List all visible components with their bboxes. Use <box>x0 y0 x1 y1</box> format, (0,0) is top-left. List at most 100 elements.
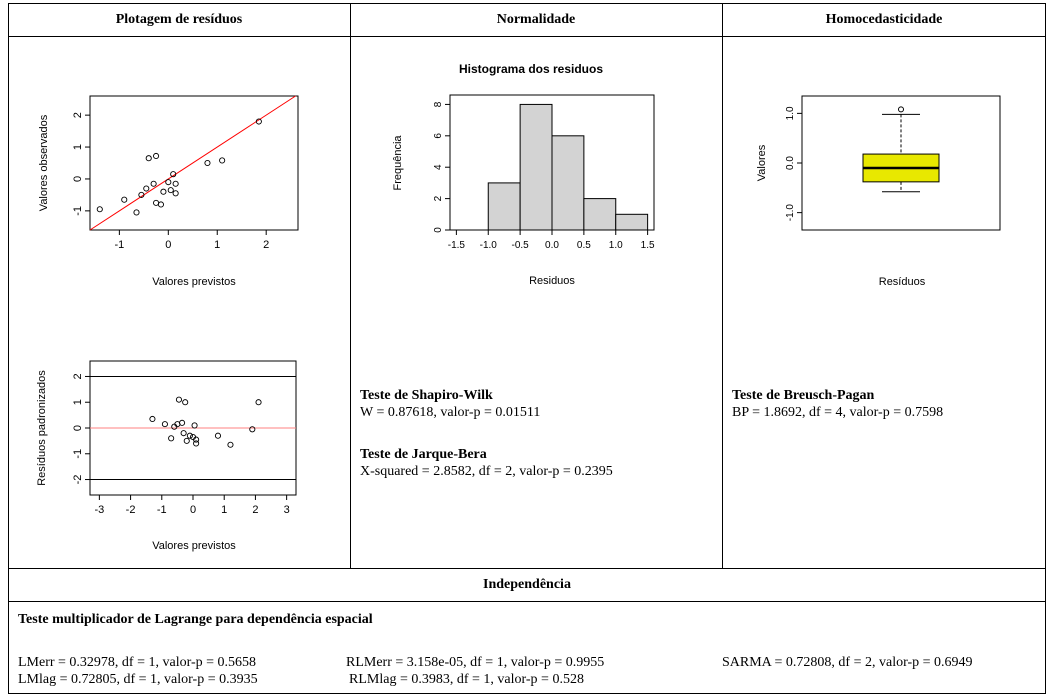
data-point <box>153 152 160 160</box>
x-tick-label: 0 <box>190 504 196 516</box>
residuals-boxplot: Resíduos Valores -1.0 0.0 1.0 <box>748 80 1028 292</box>
standardized-residuals-svg: Valores previstos Resíduos padronizados … <box>36 360 297 552</box>
x-tick-label: 1 <box>221 504 227 516</box>
x-tick-label: -2 <box>126 504 136 516</box>
data-point <box>227 441 234 448</box>
data-point <box>168 435 175 442</box>
rlmlag-result: RLMlag = 0.3983, df = 1, valor-p = 0.528 <box>349 672 584 687</box>
lmerr-result: LMerr = 0.32978, df = 1, valor-p = 0.565… <box>18 655 257 670</box>
data-point <box>204 159 211 167</box>
y-tick-label: 1.0 <box>785 106 796 120</box>
x-tick-label: -0.5 <box>512 240 530 251</box>
data-point <box>214 432 222 439</box>
x-axis-label: Residuos <box>529 275 575 287</box>
x-tick-label: 0 <box>165 239 171 251</box>
data-point <box>133 209 140 216</box>
histogram-bar <box>551 135 585 231</box>
y-tick-label: 1 <box>72 144 84 150</box>
column-divider-1 <box>350 3 351 569</box>
data-point <box>193 436 200 443</box>
observed-vs-predicted-svg: Valores previstos Valores observados -1 0… <box>38 95 299 288</box>
y-tick-label: 0 <box>72 176 84 182</box>
data-point <box>150 180 157 187</box>
x-tick-label: 1.0 <box>609 240 623 251</box>
histogram-bar <box>487 182 521 231</box>
data-point <box>161 421 168 428</box>
header-independence: Independência <box>483 577 571 592</box>
data-point <box>157 201 165 208</box>
y-tick-label: 2 <box>72 373 84 379</box>
histogram-bar <box>519 103 553 231</box>
x-tick-label: 3 <box>284 504 290 516</box>
data-point <box>153 199 160 206</box>
data-point <box>182 399 189 406</box>
jarque-title: Teste de Jarque-Bera <box>360 447 487 462</box>
y-tick-label: 0.0 <box>785 156 796 170</box>
y-tick-label: 2 <box>72 112 84 118</box>
data-point <box>175 396 183 403</box>
results-table <box>8 3 1046 694</box>
identity-line <box>89 95 296 231</box>
y-tick-label: 6 <box>433 133 444 139</box>
data-point <box>143 185 150 192</box>
header-normality: Normalidade <box>496 12 576 27</box>
data-point <box>149 415 156 423</box>
x-tick-label: -1 <box>157 504 167 516</box>
data-point <box>249 426 256 433</box>
sarma-result: SARMA = 0.72808, df = 2, valor-p = 0.694… <box>722 655 973 670</box>
x-tick-label: 0.0 <box>545 240 559 251</box>
x-tick-label: 0.5 <box>577 240 591 251</box>
histogram-bar <box>583 198 617 231</box>
data-point <box>186 432 193 439</box>
y-tick-label: 1 <box>72 399 84 405</box>
y-tick-label: 4 <box>433 164 444 170</box>
shapiro-result: W = 0.87618, valor-p = 0.01511 <box>360 405 541 420</box>
independence-header-divider <box>8 601 1046 602</box>
y-axis-label: Valores <box>756 144 768 181</box>
data-point <box>255 399 262 406</box>
data-point <box>193 440 200 447</box>
x-tick-label: -3 <box>94 504 104 516</box>
data-point <box>167 187 174 194</box>
x-tick-label: 1.5 <box>641 240 655 251</box>
x-tick-label: 2 <box>252 504 258 516</box>
lmlag-result: LMlag = 0.72805, df = 1, valor-p = 0.393… <box>18 672 258 687</box>
residuals-boxplot-svg: Resíduos Valores -1.0 0.0 1.0 <box>756 95 1001 288</box>
header-homoscedasticity: Homocedasticidade <box>825 12 943 27</box>
data-point <box>219 157 226 164</box>
x-tick-label: -1 <box>114 239 124 251</box>
y-tick-label: -1.0 <box>785 204 796 222</box>
residuals-histogram-svg: Histograma dos residuos Residuos Frequên… <box>392 62 655 287</box>
y-tick-label: 8 <box>433 101 444 107</box>
y-tick-label: -2 <box>72 475 84 485</box>
shapiro-title: Teste de Shapiro-Wilk <box>360 388 493 403</box>
histogram-title: Histograma dos residuos <box>459 62 603 76</box>
breusch-result: BP = 1.8692, df = 4, valor-p = 0.7598 <box>732 405 944 420</box>
jarque-result: X-squared = 2.8582, df = 2, valor-p = 0.… <box>360 464 613 479</box>
x-tick-label: 1 <box>214 239 220 251</box>
x-tick-label: 2 <box>263 239 269 251</box>
data-point <box>183 437 190 444</box>
data-point <box>191 422 198 429</box>
y-axis-label: Valores observados <box>38 114 50 211</box>
x-axis-label: Valores previstos <box>152 276 236 288</box>
data-point <box>180 430 187 437</box>
x-axis-label: Resíduos <box>879 276 926 288</box>
y-axis-label: Frequência <box>392 135 404 191</box>
standardized-residuals-plot: Valores previstos Resíduos padronizados … <box>24 345 314 557</box>
rlmerr-result: RLMerr = 3.158e-05, df = 1, valor-p = 0.… <box>346 655 605 670</box>
data-point <box>145 155 152 162</box>
y-tick-label: -1 <box>72 206 84 216</box>
y-tick-label: 2 <box>433 195 444 201</box>
header-residuals: Plotagem de resíduos <box>115 12 243 27</box>
x-axis-label: Valores previstos <box>152 540 236 552</box>
x-tick-label: -1.5 <box>448 240 466 251</box>
data-point <box>160 188 167 195</box>
x-tick-label: -1.0 <box>480 240 498 251</box>
y-tick-label: -1 <box>72 449 84 459</box>
data-point <box>138 191 145 198</box>
y-tick-label: 0 <box>433 227 444 233</box>
histogram-bar <box>615 213 649 231</box>
header-divider <box>8 36 1046 37</box>
y-axis-label: Resíduos padronizados <box>36 370 48 486</box>
